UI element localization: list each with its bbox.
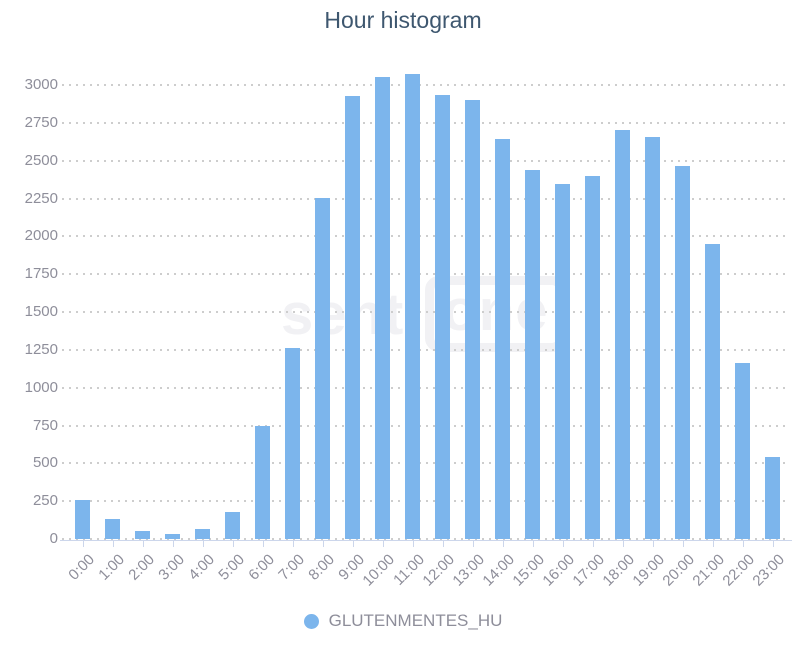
bar-1000[interactable] [375, 77, 390, 539]
x-axis-line [60, 540, 792, 541]
bar-600[interactable] [255, 425, 270, 539]
x-axis-tick [712, 541, 714, 547]
x-axis-tick [442, 541, 444, 547]
gridline [62, 159, 790, 162]
x-axis-tick [772, 541, 774, 547]
bar-400[interactable] [195, 529, 210, 539]
bar-1100[interactable] [405, 73, 420, 539]
bar-2200[interactable] [735, 363, 750, 539]
x-axis-tick [592, 541, 594, 547]
bar-2000[interactable] [675, 165, 690, 539]
bar-100[interactable] [105, 519, 120, 539]
x-axis-tick [532, 541, 534, 547]
x-axis-tick [292, 541, 294, 547]
gridline [62, 197, 790, 200]
bar-1700[interactable] [585, 175, 600, 539]
y-axis-label: 2750 [24, 113, 58, 131]
gridline [62, 500, 790, 503]
y-axis-label: 2500 [24, 151, 58, 169]
x-axis-tick [622, 541, 624, 547]
x-axis-tick [382, 541, 384, 547]
x-axis-tick [742, 541, 744, 547]
y-axis-label: 1750 [24, 265, 58, 283]
y-axis-label: 250 [32, 492, 58, 510]
x-axis-tick [682, 541, 684, 547]
x-axis-tick [412, 541, 414, 547]
y-axis-label: 500 [32, 454, 58, 472]
x-axis-tick [352, 541, 354, 547]
x-axis-tick [172, 541, 174, 547]
x-axis-tick [142, 541, 144, 547]
x-axis-tick [472, 541, 474, 547]
bar-1400[interactable] [495, 139, 510, 539]
bar-700[interactable] [285, 348, 300, 539]
legend-series-label: GLUTENMENTES_HU [328, 611, 503, 630]
bar-300[interactable] [165, 534, 180, 539]
legend-item[interactable]: GLUTENMENTES_HU [0, 611, 806, 631]
y-axis-label: 2250 [24, 189, 58, 207]
gridline [62, 84, 790, 86]
gridline [62, 538, 790, 540]
bar-500[interactable] [225, 511, 240, 539]
x-axis-tick [82, 541, 84, 547]
y-axis-label: 1250 [24, 340, 58, 358]
bar-1800[interactable] [615, 130, 630, 539]
y-axis-label: 0 [49, 530, 58, 547]
x-axis-tick [562, 541, 564, 547]
legend-marker-icon [303, 613, 319, 629]
x-axis-tick [202, 541, 204, 547]
bar-000[interactable] [75, 500, 90, 539]
x-axis-tick [262, 541, 264, 547]
bar-1900[interactable] [645, 137, 660, 539]
x-axis-tick [322, 541, 324, 547]
y-axis-label: 1000 [24, 378, 58, 396]
gridline [62, 462, 790, 465]
gridline [62, 386, 790, 389]
bar-1200[interactable] [435, 94, 450, 539]
y-axis-label: 3000 [24, 76, 58, 93]
bar-200[interactable] [135, 530, 150, 539]
bar-900[interactable] [345, 95, 360, 539]
y-axis-label: 2000 [24, 227, 58, 245]
x-axis-tick [502, 541, 504, 547]
y-axis-label: 750 [32, 416, 58, 434]
bar-800[interactable] [315, 197, 330, 539]
bar-1300[interactable] [465, 100, 480, 539]
gridline [62, 121, 790, 124]
y-axis-label: 1500 [24, 303, 58, 320]
gridline [62, 311, 790, 313]
gridline [62, 424, 790, 427]
x-axis-tick [652, 541, 654, 547]
x-axis-tick [112, 541, 114, 547]
bar-2300[interactable] [765, 456, 780, 539]
bar-1500[interactable] [525, 169, 540, 539]
gridline [62, 348, 790, 351]
x-axis-tick [232, 541, 234, 547]
gridline [62, 273, 790, 276]
chart-title: Hour histogram [324, 7, 482, 33]
bar-1600[interactable] [555, 184, 570, 539]
bar-2100[interactable] [705, 243, 720, 539]
gridline [62, 235, 790, 238]
